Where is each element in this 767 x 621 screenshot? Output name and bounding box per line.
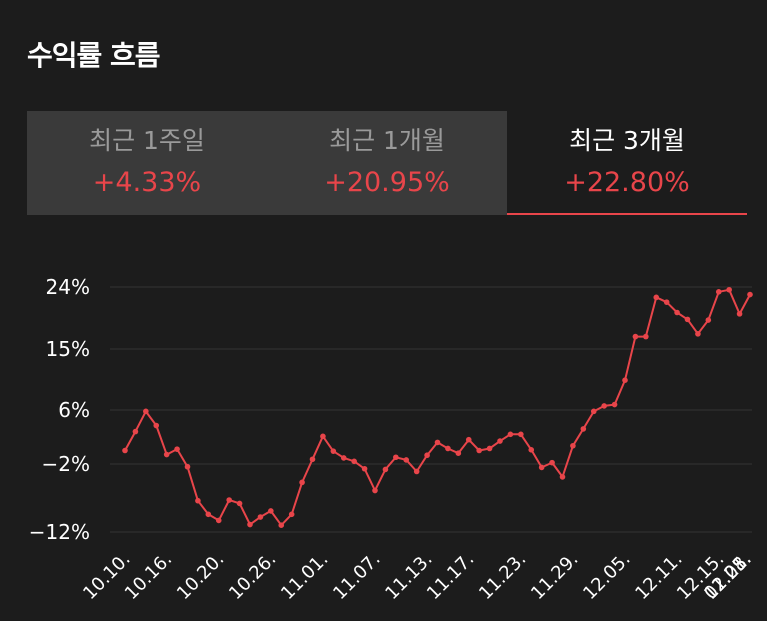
x-tick-label: 10.20. [173,549,228,604]
data-point [570,442,576,449]
data-point [309,456,316,463]
data-point [122,447,128,454]
x-tick-label: 11.17. [423,549,478,604]
data-point [747,291,753,298]
x-tick-label: 11.29. [527,549,582,604]
tab-return-value: +4.33% [92,167,202,198]
data-point [601,403,607,409]
data-point [507,431,514,438]
x-tick-label: 11.07. [329,549,384,604]
data-point [278,522,285,528]
data-point [705,317,712,323]
data-point [184,463,191,470]
y-tick-label: 6% [58,398,90,422]
data-point [424,452,430,459]
tab-label: 최근 3개월 [569,126,685,155]
tab-return-value: +22.80% [564,167,690,198]
x-tick-label: 11.01. [277,549,332,604]
data-point [215,517,222,524]
data-point [153,422,160,429]
data-point [299,479,305,486]
tab-label: 최근 1주일 [89,126,205,155]
data-point [174,446,180,452]
data-point [684,316,691,323]
data-point [372,487,378,494]
tab-label: 최근 1개월 [329,126,445,155]
y-tick-label: −2% [42,452,91,476]
tab-1-month[interactable]: 최근 1개월 +20.95% [267,111,507,215]
page-title: 수익률 흐름 [27,39,161,72]
series-line [124,288,751,527]
data-point [340,455,347,461]
tab-return-value: +20.95% [324,167,450,198]
x-tick-label: 12.05. [579,549,634,604]
data-point [445,445,451,452]
data-point [518,431,524,438]
data-point [476,447,482,454]
x-tick-label: 10.16. [121,549,176,604]
data-point [674,309,680,316]
data-point [736,311,743,317]
data-point [486,445,493,452]
data-point [257,514,264,520]
data-point [549,459,555,466]
data-point [590,408,597,415]
data-point [695,331,701,337]
data-point [288,511,295,518]
x-tick-label: 10.26. [225,549,280,604]
y-tick-label: 24% [46,275,90,299]
data-point [663,299,670,305]
data-point [403,457,410,463]
data-point [236,500,243,507]
data-point [580,426,587,432]
data-point [361,465,368,472]
data-point [715,289,722,295]
data-point [455,450,462,457]
data-point [268,508,274,514]
data-point [559,474,566,480]
data-point [195,497,201,504]
data-point [643,333,649,340]
y-tick-label: −12% [29,520,90,544]
data-point [351,458,357,465]
data-point [434,439,441,446]
data-point [226,497,232,503]
data-point [382,466,389,473]
data-point [413,468,420,475]
data-point [205,511,212,518]
data-point [143,408,149,415]
data-point [163,451,170,458]
data-point [653,294,660,301]
data-point [622,377,628,383]
data-point [611,401,618,408]
data-point [632,333,639,340]
data-point [330,448,337,454]
data-point [538,464,545,471]
tab-3-months[interactable]: 최근 3개월 +22.80% [507,111,747,215]
data-point [320,433,326,440]
period-tabs: 최근 1주일 +4.33% 최근 1개월 +20.95% 최근 3개월 +22.… [27,111,747,215]
data-point [497,438,503,444]
x-tick-label: 11.23. [475,549,530,604]
data-point [465,436,472,443]
data-point [247,521,253,528]
data-point [393,454,399,461]
data-point [528,447,535,453]
data-point [132,428,139,435]
data-point [726,286,732,293]
tab-1-week[interactable]: 최근 1주일 +4.33% [27,111,267,215]
y-tick-label: 15% [46,337,90,361]
